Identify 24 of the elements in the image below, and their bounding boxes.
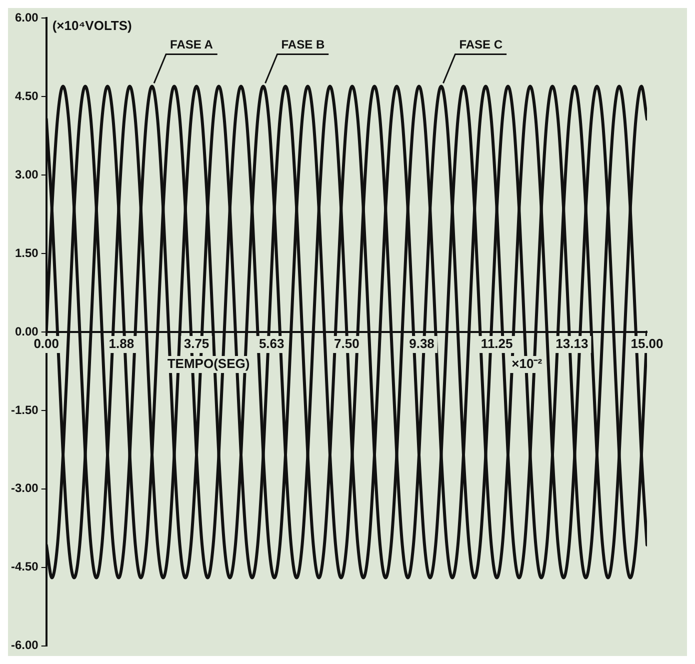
y-axis-title: (×10⁴VOLTS): [52, 18, 132, 33]
x-tick-label: 11.25: [480, 336, 513, 352]
text: FASE A: [170, 38, 214, 52]
x-axis-title: TEMPO(SEG): [167, 356, 250, 372]
y-tick-label: 4.50: [14, 88, 39, 103]
x-tick-label: 9.38: [409, 336, 434, 352]
text: FASE C: [459, 38, 503, 52]
y-tick-label: -3.00: [10, 481, 39, 496]
y-tick-label: 6.00: [14, 10, 39, 25]
x-tick-label: 3.75: [184, 336, 210, 352]
annotation: ×10⁻²: [512, 356, 543, 372]
y-tick-label: 3.00: [14, 167, 39, 182]
y-tick-label: -4.50: [10, 560, 39, 574]
text: FASE B: [281, 38, 325, 52]
x-tick-label: 7.50: [334, 336, 360, 352]
x-tick-label: 1.88: [108, 336, 134, 352]
x-tick-label: 13.13: [556, 336, 588, 352]
y-tick-label: 1.50: [14, 246, 39, 260]
y-tick-label: -1.50: [10, 402, 39, 417]
x-tick-label: 0.00: [34, 336, 60, 352]
y-tick-label: -6.00: [10, 638, 39, 652]
x-tick-label: 5.63: [258, 336, 284, 352]
y-tick-label: 0.00: [14, 324, 39, 338]
x-tick-label: 15.00: [630, 336, 664, 352]
